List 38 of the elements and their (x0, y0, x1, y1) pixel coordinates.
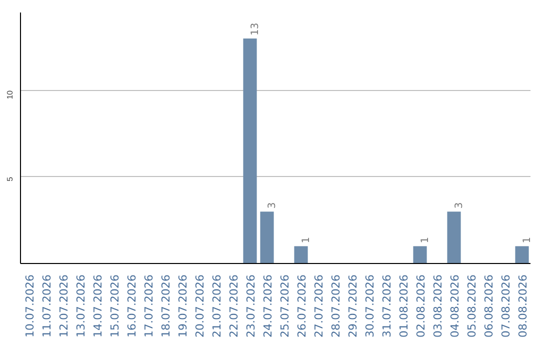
x-tick-label: 14.07.2026 (92, 274, 104, 338)
data-label: 1 (420, 236, 431, 244)
x-tick-label: 22.07.2026 (228, 274, 240, 338)
x-tick-label: 18.07.2026 (160, 274, 172, 338)
x-tick-label: 05.08.2026 (466, 274, 478, 338)
data-label: 3 (454, 202, 465, 209)
x-tick-label: 07.08.2026 (500, 274, 512, 338)
x-tick-label: 12.07.2026 (58, 274, 70, 338)
x-tick-label: 26.07.2026 (296, 274, 308, 338)
x-tick-label: 21.07.2026 (210, 274, 224, 338)
x-tick-label: 28.07.2026 (330, 274, 342, 338)
data-label: 1 (522, 236, 533, 244)
x-tick-label: 19.07.2026 (176, 274, 190, 338)
data-label: 3 (267, 202, 278, 209)
x-tick-label: 04.08.2026 (448, 274, 462, 338)
x-tick-label: 06.08.2026 (482, 274, 496, 338)
x-tick-label: 08.08.2026 (516, 274, 530, 338)
x-tick-label: 16.07.2026 (126, 274, 138, 338)
x-tick-label: 10.07.2026 (24, 274, 36, 338)
x-tick-label: 15.07.2026 (108, 274, 122, 338)
x-tick-label: 11.07.2026 (40, 274, 54, 338)
x-tick-label: 31.07.2026 (380, 274, 394, 338)
x-tick-label: 20.07.2026 (194, 274, 206, 338)
data-label: 13 (250, 22, 261, 36)
x-tick-label: 17.07.2026 (142, 274, 156, 338)
x-tick-label: 24.07.2026 (262, 274, 274, 338)
y-tick-label: 10 (6, 90, 14, 100)
x-tick-label: 03.08.2026 (432, 274, 444, 338)
x-tick-label: 01.08.2026 (398, 274, 410, 338)
x-tick-label: 02.08.2026 (414, 274, 428, 338)
data-label: 1 (301, 236, 312, 244)
x-tick-label: 27.07.2026 (312, 274, 326, 338)
x-tick-label: 29.07.2026 (346, 274, 360, 338)
y-tick-label: 5 (6, 176, 14, 182)
x-tick-label: 23.07.2026 (244, 274, 258, 338)
x-tick-label: 13.07.2026 (74, 274, 88, 338)
x-tick-label: 25.07.2026 (278, 274, 292, 338)
x-tick-label: 30.07.2026 (364, 274, 376, 338)
